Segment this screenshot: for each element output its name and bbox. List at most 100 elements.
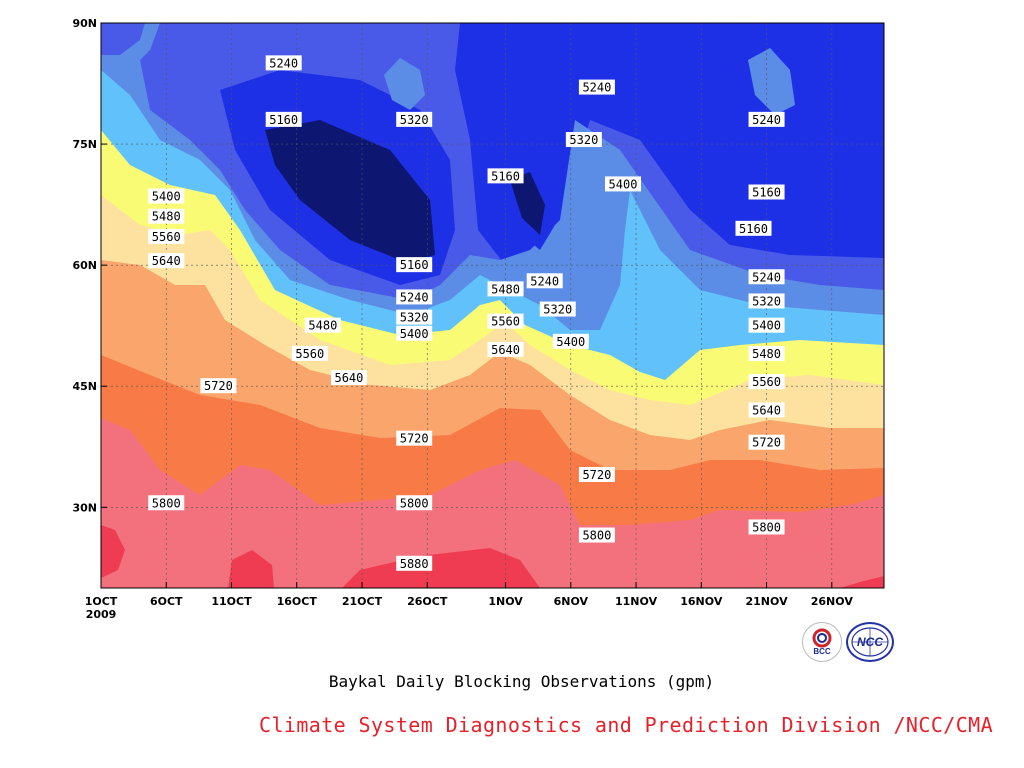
contour-label-text: 5480: [308, 319, 337, 333]
contour-label-text: 5160: [739, 222, 768, 236]
contour-label-bg: [748, 184, 785, 200]
contour-label: 5720: [748, 434, 785, 450]
contour-label-bg: [748, 293, 785, 309]
contour-label-bg: [487, 341, 524, 357]
contour-label: 5400: [396, 325, 433, 341]
contour-label: 5560: [148, 228, 185, 244]
x-axis: 1OCT 6OCT 11OCT 16OCT 21OCT 26OCT 1NOV 6NOV 11NO…: [85, 582, 853, 621]
contour-label: 5720: [396, 430, 433, 446]
contour-label: 5160: [748, 184, 785, 200]
contour-label-text: 5240: [582, 81, 611, 95]
contour-label-bg: [265, 111, 302, 127]
contour-label: 5320: [748, 293, 785, 309]
bcc-logo: BCC: [802, 622, 842, 662]
contour-label: 5880: [396, 555, 433, 571]
contour-label: 5240: [748, 269, 785, 285]
contour-labels: 5240 5160 5320 5240 5320 5240 5160 5400 5160 5160…: [148, 55, 785, 571]
contour-label-text: 5640: [491, 343, 520, 357]
contour-label: 5480: [148, 208, 185, 224]
contour-label-bg: [396, 111, 433, 127]
contour-label-bg: [487, 313, 524, 329]
contour-label-text: 5160: [491, 169, 520, 183]
contour-label: 5800: [396, 495, 433, 511]
contour-label: 5640: [148, 253, 185, 269]
x-tick-label: 21OCT: [342, 595, 383, 608]
contour-label-text: 5240: [752, 270, 781, 284]
x-tick-label: 6OCT: [150, 595, 183, 608]
contour-label-text: 5480: [491, 282, 520, 296]
warm-pocket-east: [748, 48, 795, 115]
plot-area: 5240 5160 5320 5240 5320 5240 5160 5400 5160 5160…: [101, 23, 884, 588]
contour-label-text: 5480: [152, 210, 181, 224]
band-above-5880-b: [228, 550, 274, 588]
contour-label-text: 5160: [269, 113, 298, 127]
contour-label-bg: [539, 301, 576, 317]
cold-pool-mid-core: [510, 172, 545, 235]
contour-label: 5400: [748, 317, 785, 333]
ncc-logo: NCC: [846, 622, 894, 662]
contour-label-text: 5400: [556, 335, 585, 349]
contour-label: 5320: [396, 309, 433, 325]
contour-label: 5800: [578, 527, 615, 543]
contour-label: 5400: [605, 176, 641, 192]
cold-pool-west-core: [265, 120, 435, 262]
contour-label-bg: [396, 289, 433, 305]
contour-label-bg: [304, 317, 341, 333]
contour-label-text: 5640: [152, 254, 181, 268]
contour-label-text: 5720: [752, 436, 781, 450]
x-tick-label: 11OCT: [211, 595, 252, 608]
contour-label-text: 5320: [400, 113, 429, 127]
contour-label: 5400: [148, 188, 185, 204]
contour-label: 5640: [330, 370, 367, 386]
contour-label: 5800: [748, 519, 785, 535]
contour-label: 5720: [578, 467, 615, 482]
contour-label: 5560: [291, 345, 328, 361]
contour-label-text: 5560: [295, 347, 324, 361]
contour-label-bg: [748, 402, 785, 418]
contour-label-text: 5240: [752, 113, 781, 127]
contour-label-bg: [487, 168, 524, 184]
contour-label-text: 5800: [752, 520, 781, 534]
x-tick-label: 16NOV: [680, 595, 723, 608]
contour-label-text: 5240: [400, 290, 429, 304]
footer-credit: Climate System Diagnostics and Predictio…: [259, 713, 994, 737]
contour-label-bg: [526, 273, 563, 289]
contour-label-text: 5720: [400, 432, 429, 446]
contour-label-bg: [396, 555, 433, 571]
contour-label-bg: [148, 188, 185, 204]
contour-label-text: 5640: [334, 371, 363, 385]
contour-label: 5240: [396, 289, 433, 305]
contour-label-bg: [487, 281, 524, 297]
contour-label: 5560: [487, 313, 524, 329]
contour-label-bg: [148, 495, 185, 511]
contour-label-text: 5240: [530, 274, 559, 288]
chart-title: Baykal Daily Blocking Observations (gpm): [328, 672, 715, 691]
contour-label-bg: [748, 519, 785, 535]
contour-label-bg: [748, 269, 785, 285]
contour-label-bg: [291, 345, 328, 361]
contour-label-text: 5800: [582, 529, 611, 543]
contour-label-bg: [396, 309, 433, 325]
contour-label: 5320: [539, 301, 576, 317]
x-tick-label: 1OCT: [85, 595, 118, 608]
contour-label-bg: [148, 228, 185, 244]
contour-label-text: 5560: [491, 315, 520, 329]
contour-label: 5320: [396, 111, 433, 127]
northwest-cap-inner: [101, 23, 145, 55]
contour-label-text: 5160: [400, 258, 429, 272]
y-tick-label: 60N: [72, 259, 97, 272]
contour-label-text: 5880: [400, 557, 429, 571]
contour-label-text: 5640: [752, 403, 781, 417]
contour-label-bg: [148, 253, 185, 269]
contour-label-bg: [578, 79, 615, 95]
contour-label: 5240: [748, 111, 785, 127]
contour-label-bg: [605, 176, 641, 192]
contour-label: 5480: [304, 317, 341, 333]
contour-label-text: 5320: [543, 303, 572, 317]
contour-label-bg: [396, 495, 433, 511]
contour-label-bg: [200, 378, 237, 394]
contour-label-text: 5800: [152, 496, 181, 510]
contour-label-text: 5160: [752, 186, 781, 200]
contour-label-bg: [735, 220, 772, 236]
contour-label: 5240: [526, 273, 563, 289]
